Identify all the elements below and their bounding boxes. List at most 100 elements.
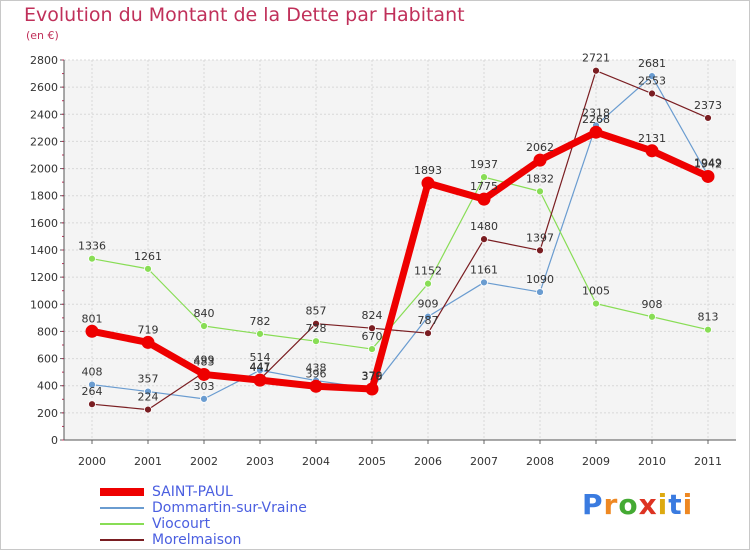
data-point [424,279,432,288]
data-point [141,335,155,349]
data-point [421,176,435,190]
data-label: 719 [138,323,159,336]
data-point [256,329,264,338]
x-tick-label: 2002 [190,455,218,468]
data-point [368,324,376,333]
data-point [592,66,600,75]
data-label: 376 [362,370,383,383]
data-point [197,367,211,381]
data-label: 909 [418,298,439,311]
data-point [480,235,488,244]
y-tick-label: 1000 [30,298,58,311]
y-tick-label: 1400 [30,244,58,257]
data-point [85,324,99,338]
data-label: 2268 [582,113,610,126]
data-label: 379 [362,370,383,383]
data-point [480,278,488,287]
data-point [365,382,379,396]
legend-label: SAINT-PAUL [152,484,233,500]
data-point [253,373,267,387]
data-label: 357 [138,373,159,386]
data-point [648,72,656,81]
data-label: 1261 [134,250,162,263]
data-label: 1161 [470,263,498,276]
x-tick-label: 2001 [134,455,162,468]
legend-label: Viocourt [152,516,211,532]
data-label: 441 [250,361,271,374]
y-tick-label: 600 [37,353,58,366]
series-line [91,70,709,411]
data-label: 1152 [414,265,442,278]
data-label: 728 [306,322,327,335]
data-point [536,288,544,296]
data-point [589,125,603,139]
data-label: 447 [250,360,271,373]
data-point [536,187,544,196]
legend-item: Morelmaison [100,532,307,548]
data-point [701,169,715,183]
y-tick-label: 1800 [30,190,58,203]
x-tick-label: 2011 [694,455,722,468]
y-tick-label: 2200 [30,135,58,148]
data-label: 438 [306,362,327,375]
data-label: 2318 [582,106,610,119]
x-tick-label: 2003 [246,455,274,468]
data-point [309,379,323,393]
x-tick-label: 2010 [638,455,666,468]
data-label: 2131 [638,132,666,145]
legend-item: Dommartin-sur-Vraine [100,500,307,516]
data-label: 908 [642,298,663,311]
data-label: 1949 [694,156,722,169]
data-point [312,337,320,346]
chart-title: Evolution du Montant de la Dette par Hab… [24,4,465,26]
data-point [88,400,96,409]
y-tick-label: 1600 [30,217,58,230]
x-tick-label: 2006 [414,455,442,468]
data-label: 2721 [582,52,610,65]
data-label: 801 [82,312,103,325]
data-label: 2681 [638,57,666,70]
data-label: 824 [362,309,383,322]
data-label: 408 [82,366,103,379]
data-point [592,299,600,308]
logo-letter: P [582,488,604,521]
data-point [368,345,376,353]
data-label: 1937 [470,158,498,171]
proxiti-logo: Proxiti [582,488,693,521]
x-tick-label: 2007 [470,455,498,468]
data-point [477,192,491,206]
x-tick-label: 2008 [526,455,554,468]
data-point [88,254,96,263]
y-tick-label: 400 [37,380,58,393]
legend-item: Viocourt [100,516,307,532]
series-line [88,128,712,393]
data-point [704,325,712,334]
legend-swatch [100,507,144,509]
data-point [88,380,96,389]
logo-letter: i [657,488,669,521]
data-point [424,329,432,338]
data-label: 499 [194,353,215,366]
legend-label: Dommartin-sur-Vraine [152,500,307,516]
y-tick-label: 2000 [30,163,58,176]
chart-unit-label: (en €) [26,29,59,42]
data-label: 2062 [526,141,554,154]
data-label: 1942 [694,157,722,170]
x-tick-label: 2009 [582,455,610,468]
data-point [200,394,208,403]
y-tick-label: 200 [37,407,58,420]
data-label: 396 [306,367,327,380]
data-label: 670 [362,330,383,343]
x-tick-label: 2004 [302,455,330,468]
data-label: 787 [418,314,439,327]
data-point [648,89,656,98]
data-point [536,246,544,255]
data-label: 264 [82,385,103,398]
series-line [91,176,709,350]
data-label: 1090 [526,273,554,286]
legend-swatch [100,523,144,525]
series-line [91,75,709,400]
data-label: 514 [250,351,271,364]
data-label: 1893 [414,164,442,177]
data-label: 840 [194,307,215,320]
